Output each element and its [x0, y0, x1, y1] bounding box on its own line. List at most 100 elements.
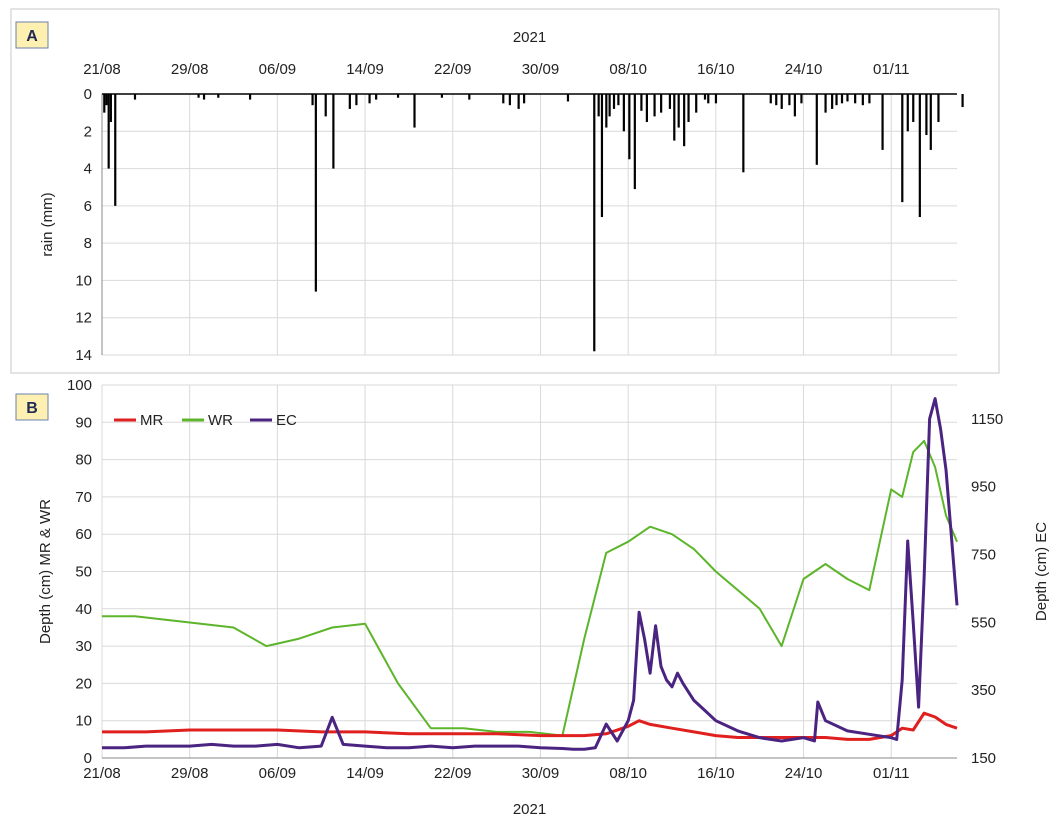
panel-b-label-box: [15, 393, 49, 421]
rain-bar: [103, 94, 106, 113]
rain-bar: [633, 94, 636, 190]
x-tick-label: 24/10: [785, 61, 823, 78]
rain-bar: [687, 94, 690, 122]
x-tick-label: 30/09: [522, 61, 560, 78]
x-tick-label: 01/11: [873, 61, 909, 78]
y-left-tick-label: 0: [84, 750, 92, 767]
x-tick-label: 30/09: [522, 765, 560, 782]
y-left-tick-label: 60: [75, 526, 92, 543]
rain-bar: [645, 94, 648, 122]
x-tick-label: 06/09: [259, 765, 297, 782]
rain-bar: [906, 94, 909, 132]
rain-bar: [628, 94, 631, 160]
x-tick-label: 06/09: [259, 61, 297, 78]
x-tick-label: 16/10: [697, 765, 735, 782]
rain-bar: [861, 94, 864, 106]
rain-bar: [714, 94, 718, 104]
rain-bar: [683, 94, 686, 147]
y-axis-title: rain (mm): [39, 192, 56, 256]
rain-bar: [793, 94, 796, 117]
rain-bar: [109, 94, 112, 122]
y-left-tick-label: 40: [75, 601, 92, 618]
rain-bar: [105, 94, 108, 106]
rain-bar: [597, 94, 600, 117]
rain-bar: [368, 94, 371, 104]
x-tick-label: 14/09: [346, 61, 384, 78]
rain-bar: [775, 94, 778, 106]
y-tick-label: 6: [84, 198, 92, 215]
y-right-tick-label: 350: [971, 682, 996, 699]
rain-bar: [707, 94, 710, 104]
panel-b-chart: 0 10 20 30 40 50 60 70 80 90 100 21/08 29/08 06/09 14/…: [37, 377, 1050, 818]
rain-bar: [901, 94, 904, 203]
x-tick-label: 01/11: [873, 765, 909, 782]
y-right-tick-label: 550: [971, 614, 996, 631]
rain-bar: [788, 94, 791, 106]
series-line-wr: [102, 439, 958, 737]
rain-bar: [815, 94, 818, 165]
x-tick-label: 22/09: [434, 61, 472, 78]
rain-bar: [600, 94, 604, 218]
rain-bar: [440, 94, 444, 98]
y-right-tick-label: 750: [971, 547, 996, 564]
rain-bar: [355, 94, 358, 106]
rain-bar: [769, 94, 772, 104]
panel-a-label: A: [26, 28, 38, 45]
legend-label: WR: [208, 412, 233, 429]
rain-bar: [202, 94, 206, 100]
x-tick-label: 14/09: [346, 765, 384, 782]
rain-bar: [800, 94, 803, 104]
series-line-ec: [102, 397, 959, 751]
rain-bar: [324, 94, 327, 117]
y-right-tick-label: 1150: [971, 411, 1003, 428]
rain-bar: [881, 94, 884, 150]
y-tick-label: 4: [84, 161, 92, 178]
y-tick-label: 0: [84, 86, 92, 103]
rain-bar: [640, 94, 643, 111]
y-left-axis-title: Depth (cm) MR & WR: [37, 499, 54, 644]
y-left-tick-label: 90: [75, 414, 92, 431]
rain-bar: [217, 94, 220, 98]
rain-bar: [197, 94, 200, 98]
legend-label: MR: [140, 412, 163, 429]
rain-bar: [468, 94, 471, 100]
y-tick-label: 12: [75, 310, 92, 327]
y-left-tick-label: 100: [67, 377, 92, 394]
x-tick-label: 29/08: [171, 61, 209, 78]
rain-bar: [831, 94, 834, 109]
x-tick-label: 21/08: [83, 61, 121, 78]
rain-bar: [332, 94, 335, 169]
rain-bar: [605, 94, 608, 128]
rain-bar: [517, 94, 520, 109]
rain-bar: [824, 94, 827, 113]
rain-bar: [961, 94, 964, 108]
rain-bar: [929, 94, 932, 150]
rain-bar: [925, 94, 928, 136]
rain-bar: [854, 94, 857, 104]
x-tick-label: 29/08: [171, 765, 209, 782]
rain-bar: [107, 94, 110, 169]
y-left-tick-label: 20: [75, 675, 92, 692]
rain-bar: [502, 94, 505, 104]
panel-a-label-box: [15, 21, 49, 49]
rain-bar: [523, 94, 526, 104]
y-tick-label: 8: [84, 235, 92, 252]
rain-bar: [612, 94, 616, 109]
rain-bar: [617, 94, 620, 106]
legend-label: EC: [276, 412, 297, 429]
y-left-tick-label: 50: [75, 564, 92, 581]
rain-bar: [653, 94, 656, 117]
rain-bar: [918, 94, 921, 218]
y-tick-label: 2: [84, 123, 92, 140]
y-left-tick-label: 70: [75, 489, 92, 506]
rain-bar: [660, 94, 663, 113]
rain-bar: [695, 94, 698, 113]
rain-bar: [937, 94, 940, 122]
rain-bar: [314, 94, 317, 292]
rain-bar: [413, 94, 416, 128]
rain-bar: [840, 94, 844, 104]
panel-a-frame: [10, 8, 1000, 374]
x-tick-label: 24/10: [785, 765, 823, 782]
y-left-tick-label: 80: [75, 452, 92, 469]
